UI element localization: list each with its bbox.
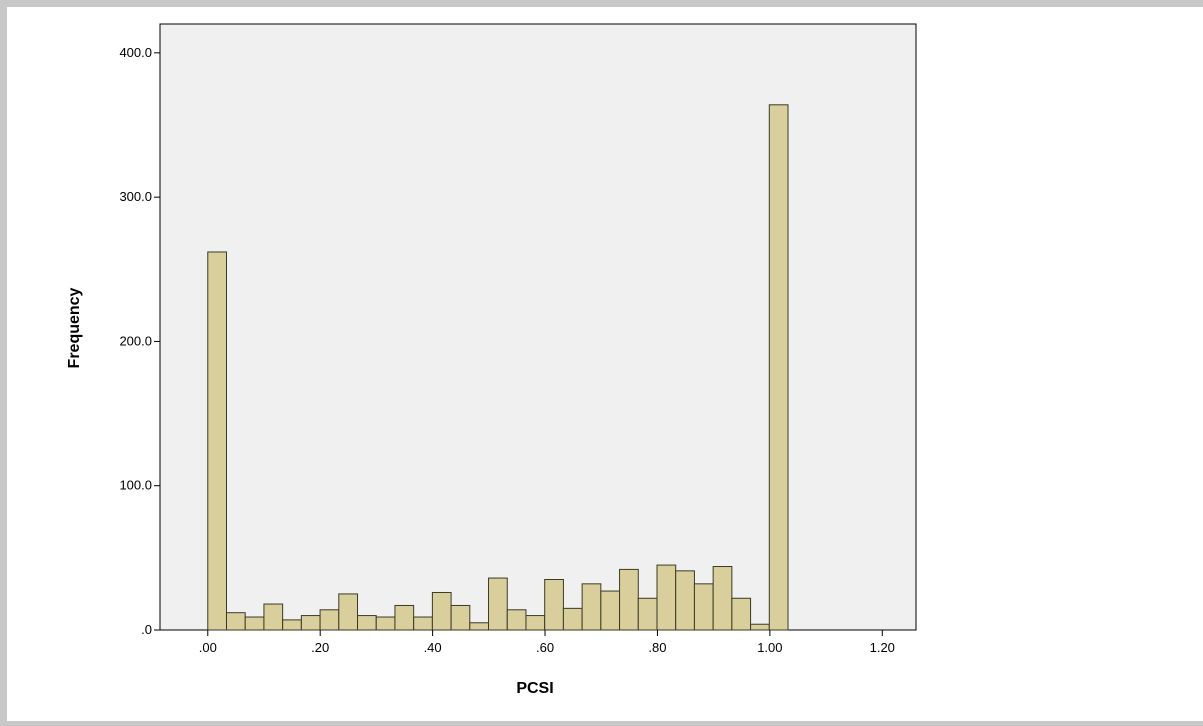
x-axis: .00 .20 .40 .60 .80 1.00 1.20 bbox=[199, 630, 895, 655]
histogram-bar bbox=[488, 577, 508, 631]
y-tick-label: .0 bbox=[141, 622, 152, 637]
histogram-bar bbox=[207, 251, 227, 631]
histogram-bar bbox=[506, 609, 527, 631]
x-tick-label: .40 bbox=[424, 640, 442, 655]
histogram-bar bbox=[375, 616, 396, 631]
y-tick-label: 400.0 bbox=[119, 45, 152, 60]
x-axis-title: PCSI bbox=[516, 680, 553, 697]
histogram-bar bbox=[544, 579, 564, 631]
x-tick-label: 1.20 bbox=[870, 640, 895, 655]
histogram-bar bbox=[394, 604, 415, 631]
histogram-bar bbox=[675, 570, 695, 631]
histogram-bar bbox=[525, 615, 546, 631]
histogram-bar bbox=[319, 609, 340, 631]
histogram-bar bbox=[581, 583, 602, 631]
x-tick-label: .00 bbox=[199, 640, 217, 655]
histogram-bar bbox=[600, 590, 621, 631]
chart-frame: .00 .20 .40 .60 .80 1.00 1.20 .0 100.0 200.0 300.… bbox=[7, 7, 1203, 721]
x-tick-label: .20 bbox=[311, 640, 329, 655]
histogram-bar bbox=[731, 597, 752, 631]
x-tick-label: .60 bbox=[536, 640, 554, 655]
y-tick-label: 100.0 bbox=[119, 478, 152, 493]
histogram-bar bbox=[637, 597, 658, 631]
histogram-bar bbox=[450, 604, 471, 631]
histogram-bar bbox=[768, 104, 789, 631]
histogram-bar bbox=[300, 615, 321, 631]
histogram-bar bbox=[357, 615, 377, 631]
y-axis: .0 100.0 200.0 300.0 400.0 bbox=[119, 45, 160, 637]
y-tick-label: 200.0 bbox=[119, 333, 152, 348]
histogram-bar bbox=[338, 593, 359, 631]
histogram-bar bbox=[656, 564, 677, 631]
histogram-bar bbox=[263, 603, 284, 631]
histogram-bar bbox=[244, 616, 265, 631]
histogram-bar bbox=[562, 607, 583, 631]
histogram-bar bbox=[712, 566, 733, 631]
histogram-bar bbox=[431, 591, 452, 631]
x-tick-label: 1.00 bbox=[757, 640, 782, 655]
histogram-bar bbox=[413, 616, 433, 631]
histogram-bar bbox=[693, 583, 714, 631]
x-tick-label: .80 bbox=[648, 640, 666, 655]
histogram-chart: .00 .20 .40 .60 .80 1.00 1.20 .0 100.0 200.0 300.… bbox=[66, 23, 917, 697]
y-axis-title: Frequency bbox=[66, 287, 83, 368]
histogram-bar bbox=[225, 612, 246, 631]
plot-area bbox=[159, 23, 917, 631]
histogram-bar bbox=[619, 568, 639, 631]
histogram-bar bbox=[469, 622, 490, 631]
bars-group bbox=[207, 104, 789, 631]
y-tick-label: 300.0 bbox=[119, 189, 152, 204]
histogram-bar bbox=[750, 623, 770, 631]
histogram-bar bbox=[282, 619, 302, 631]
